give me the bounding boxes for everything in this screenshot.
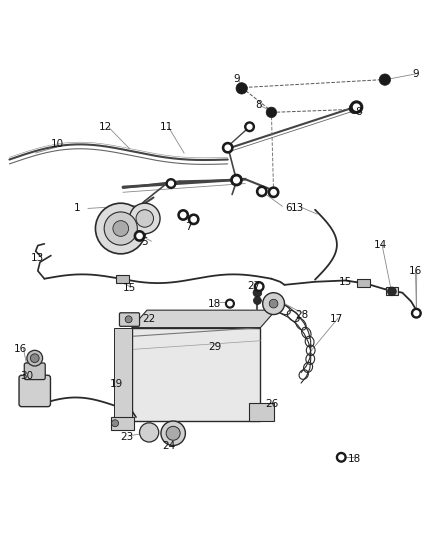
- Text: 27: 27: [247, 281, 261, 291]
- Circle shape: [134, 231, 145, 241]
- Circle shape: [166, 426, 180, 440]
- FancyBboxPatch shape: [357, 279, 370, 287]
- Circle shape: [269, 299, 278, 308]
- FancyBboxPatch shape: [19, 375, 50, 407]
- Circle shape: [257, 186, 267, 197]
- Text: 8: 8: [255, 100, 261, 110]
- Circle shape: [225, 145, 230, 150]
- Text: 29: 29: [208, 342, 221, 352]
- Circle shape: [112, 420, 119, 427]
- Text: 28: 28: [295, 310, 309, 319]
- Text: 30: 30: [20, 370, 33, 381]
- Text: 15: 15: [123, 284, 136, 293]
- Text: 24: 24: [162, 440, 175, 450]
- Text: 5: 5: [141, 238, 148, 247]
- Circle shape: [178, 210, 188, 220]
- Text: 7: 7: [185, 222, 192, 232]
- Circle shape: [137, 233, 142, 239]
- Circle shape: [254, 297, 261, 304]
- Circle shape: [247, 124, 252, 129]
- Text: 23: 23: [121, 432, 134, 442]
- Circle shape: [259, 189, 265, 194]
- Text: 9: 9: [233, 74, 240, 84]
- Circle shape: [166, 179, 176, 188]
- Circle shape: [233, 177, 239, 183]
- Circle shape: [180, 212, 186, 217]
- Circle shape: [188, 214, 199, 224]
- Circle shape: [263, 293, 285, 314]
- FancyBboxPatch shape: [111, 417, 134, 430]
- FancyBboxPatch shape: [24, 363, 45, 379]
- Text: 19: 19: [110, 379, 123, 390]
- Text: 18: 18: [208, 298, 221, 309]
- Text: 9: 9: [412, 69, 419, 79]
- Circle shape: [266, 107, 277, 118]
- Circle shape: [257, 284, 261, 289]
- Circle shape: [245, 122, 254, 132]
- Circle shape: [95, 203, 146, 254]
- Circle shape: [226, 299, 234, 308]
- Circle shape: [379, 74, 391, 85]
- Text: 18: 18: [348, 454, 361, 464]
- Circle shape: [161, 421, 185, 446]
- Polygon shape: [132, 310, 276, 328]
- Circle shape: [268, 187, 279, 198]
- Circle shape: [350, 101, 363, 113]
- Text: 8: 8: [355, 107, 362, 117]
- FancyBboxPatch shape: [120, 313, 140, 326]
- Circle shape: [339, 455, 344, 459]
- Polygon shape: [132, 328, 261, 422]
- Circle shape: [223, 142, 233, 153]
- Circle shape: [130, 203, 160, 234]
- Circle shape: [140, 423, 159, 442]
- Circle shape: [349, 103, 360, 114]
- Text: 6: 6: [286, 203, 292, 213]
- Text: 11: 11: [160, 122, 173, 132]
- Circle shape: [236, 83, 247, 94]
- Circle shape: [30, 354, 39, 362]
- Text: 10: 10: [51, 139, 64, 149]
- Circle shape: [353, 104, 360, 110]
- Text: 17: 17: [330, 314, 343, 324]
- Text: 13: 13: [291, 203, 304, 213]
- Circle shape: [125, 316, 132, 323]
- Text: 14: 14: [374, 240, 387, 249]
- FancyBboxPatch shape: [386, 287, 398, 295]
- FancyBboxPatch shape: [249, 403, 275, 421]
- Circle shape: [271, 190, 276, 195]
- Text: 22: 22: [142, 314, 156, 324]
- Polygon shape: [114, 328, 132, 422]
- Circle shape: [27, 350, 42, 366]
- Circle shape: [231, 174, 242, 185]
- Circle shape: [412, 309, 421, 318]
- Circle shape: [136, 210, 153, 227]
- Circle shape: [191, 217, 196, 222]
- Circle shape: [254, 282, 264, 292]
- Text: 16: 16: [409, 266, 422, 276]
- Circle shape: [336, 453, 346, 462]
- Circle shape: [104, 212, 138, 245]
- Circle shape: [169, 181, 173, 186]
- Circle shape: [414, 311, 419, 316]
- FancyBboxPatch shape: [117, 275, 129, 282]
- Text: 13: 13: [31, 253, 44, 263]
- Text: 1: 1: [74, 203, 81, 213]
- Text: 16: 16: [14, 344, 27, 354]
- Circle shape: [228, 302, 232, 306]
- Text: 12: 12: [99, 122, 112, 132]
- Circle shape: [113, 221, 129, 236]
- Text: 26: 26: [265, 399, 278, 409]
- Circle shape: [388, 287, 396, 296]
- Circle shape: [253, 288, 262, 297]
- Text: 15: 15: [339, 277, 352, 287]
